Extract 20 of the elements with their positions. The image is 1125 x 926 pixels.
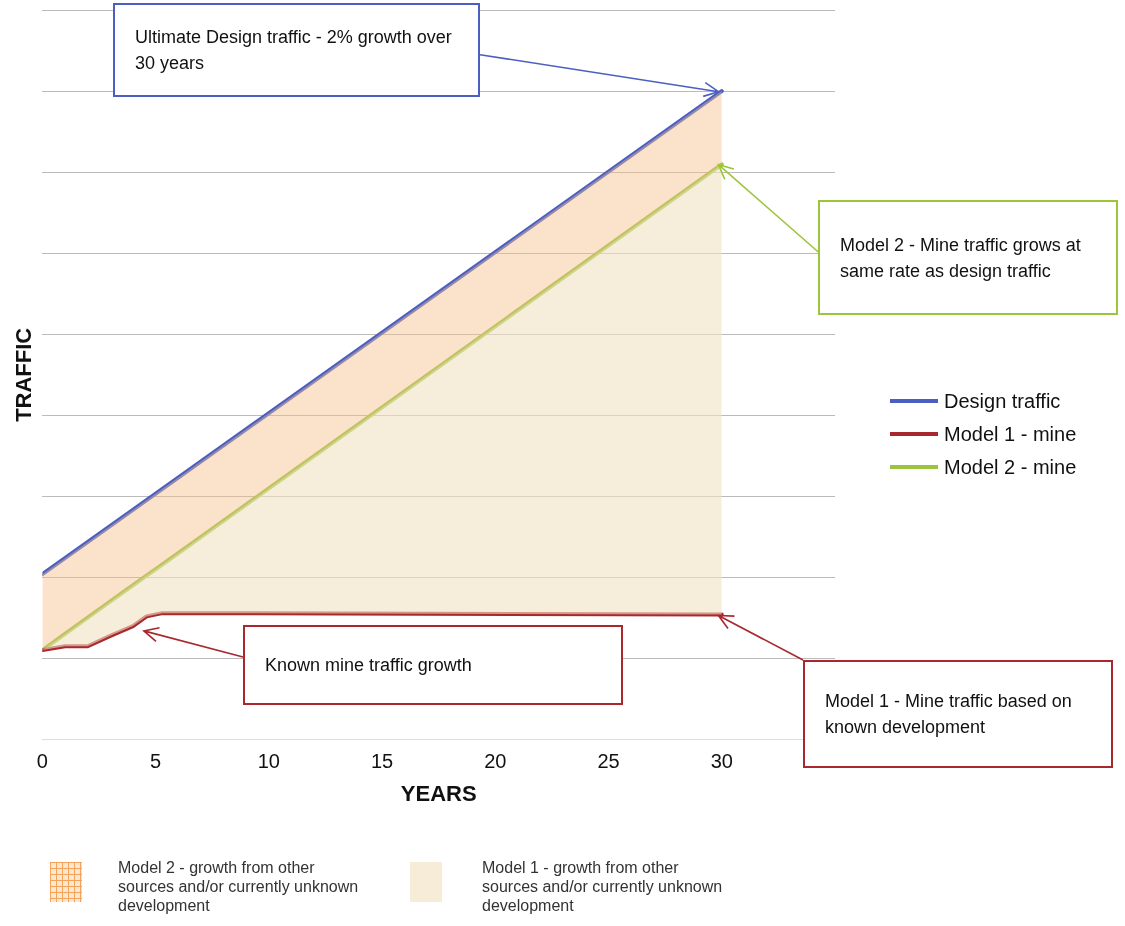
annotation: Model 1 - Mine traffic based on known development <box>825 690 1073 739</box>
callout-box: Model 2 - Mine traffic grows at same rate as design traffic <box>818 200 1118 315</box>
x-tick-label: 20 <box>484 750 507 773</box>
callout-box: Ultimate Design traffic - 2% growth over 30 years <box>113 3 480 97</box>
x-tick-label: 0 <box>36 750 48 773</box>
text: Model 2 - growth from other sources and/or currently unknown development <box>118 858 360 916</box>
x-tick-label: 10 <box>257 750 280 773</box>
callout-box: Known mine traffic growth <box>243 625 623 705</box>
x-tick-label: 15 <box>370 750 394 773</box>
callout-box: Model 1 - Mine traffic based on known development <box>803 660 1113 768</box>
legend-label: Model 2 - mine <box>944 455 1077 479</box>
x-tick-label: 25 <box>597 750 620 773</box>
x-tick-label: 30 <box>710 750 733 773</box>
x-tick-label: 5 <box>150 750 162 773</box>
y-axis-title: TRAFFIC <box>11 327 37 422</box>
annotation: Known mine traffic growth <box>265 654 472 677</box>
legend-label: Design traffic <box>944 389 1061 413</box>
x-axis-title: YEARS <box>400 780 477 806</box>
text: Model 1 - growth from other sources and/or currently unknown development <box>482 858 724 916</box>
legend-label: Model 1 - mine <box>944 422 1077 446</box>
